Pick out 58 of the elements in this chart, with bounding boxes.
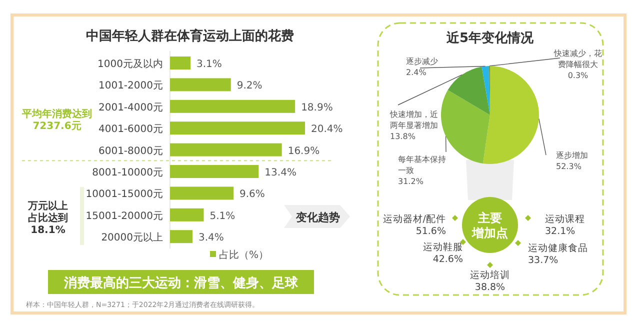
text: 万元以上占比达到18.1%: [27, 200, 68, 236]
annotation: 变化趋势: [295, 211, 340, 224]
data-label: 31.2%: [398, 177, 424, 186]
category-label: 运动培训: [470, 269, 510, 281]
pie-slice: [448, 66, 490, 115]
slice-label: 每年基本保持一致: [398, 155, 446, 175]
y-tick-label: 20000元以上: [101, 232, 163, 244]
slice-label: 逐步增加: [556, 151, 588, 160]
data-label: 33.7%: [528, 255, 558, 266]
bar: [170, 143, 282, 156]
y-tick-label: 1000元及以内: [98, 58, 163, 70]
bar: [170, 100, 296, 113]
slice-label: 快速增加，近两年显著增加: [389, 110, 438, 130]
bar: [170, 230, 192, 244]
text: 平均年消费达到7237.6元: [21, 108, 92, 132]
category-label: 运动课程: [545, 213, 585, 225]
slice-label: 快速减少，花费降幅很大: [553, 49, 602, 69]
pie-slice: [482, 66, 490, 115]
data-label: 20.4%: [311, 124, 343, 136]
data-label: 9.2%: [236, 80, 262, 92]
data-label: 52.3%: [556, 162, 582, 171]
data-label: 38.8%: [474, 282, 506, 293]
y-tick-label: 10001-15000元: [86, 189, 163, 200]
y-tick-label: 1001-2000元: [98, 80, 163, 92]
legend-label: 占比（%）: [219, 249, 269, 261]
category-label: 运动器材/配件: [382, 213, 446, 225]
y-tick-label: 4001-6000元: [98, 124, 163, 136]
bar: [170, 78, 231, 92]
data-label: 0.3%: [568, 71, 589, 80]
text: 消费最高的三大运动：滑雪、健身、足球: [63, 275, 299, 291]
slice-label: 逐步减少: [406, 57, 438, 66]
data-label: 32.1%: [545, 226, 576, 237]
y-tick-label: 2001-4000元: [98, 102, 163, 114]
text: 主要增加点: [471, 211, 508, 240]
data-label: 18.9%: [301, 102, 333, 114]
category-label: 运动鞋服: [423, 241, 463, 253]
bar: [170, 122, 305, 135]
data-label: 2.4%: [406, 68, 427, 77]
data-label: 3.4%: [198, 232, 224, 244]
data-label: 13.8%: [390, 132, 416, 141]
bar: [170, 56, 191, 70]
y-tick-label: 6001-8000元: [98, 146, 163, 157]
data-label: 3.1%: [196, 59, 222, 70]
bar: [170, 208, 204, 222]
y-tick-label: 8001-10000元: [92, 168, 163, 178]
pie-slice: [482, 66, 539, 164]
data-label: 13.4%: [264, 168, 296, 178]
data-label: 5.1%: [210, 210, 236, 222]
bar: [170, 186, 234, 200]
data-label: 9.6%: [240, 189, 265, 200]
y-tick-label: 15001-20000元: [86, 210, 163, 222]
data-label: 16.9%: [288, 146, 320, 157]
chart-title: 近5年变化情况: [445, 30, 535, 46]
chart-title: 中国年轻人群在体育运动上面的花费: [86, 28, 294, 44]
bar: [170, 165, 259, 178]
category-label: 运动健康食品: [528, 242, 588, 254]
data-label: 51.6%: [416, 226, 446, 237]
data-label: 42.6%: [432, 254, 463, 265]
